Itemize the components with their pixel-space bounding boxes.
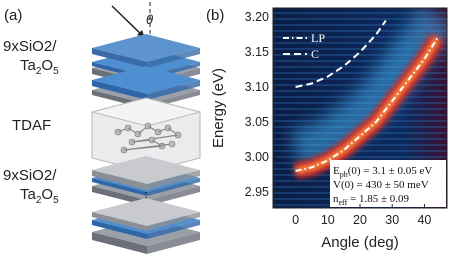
- annotation-part: (0) = 3.1 ± 0.05 eV: [348, 165, 433, 177]
- layer-side: [92, 48, 147, 68]
- atom: [168, 140, 176, 148]
- annotation-part: n: [333, 193, 339, 205]
- y-tick-label: 3.00: [245, 150, 269, 164]
- stack-label: 9xSiO2/: [3, 38, 57, 55]
- label-part: 9xSiO2/: [3, 38, 57, 55]
- bond: [123, 143, 173, 151]
- layer-stack: ⋮⋮: [91, 34, 202, 254]
- label-part: 5: [53, 195, 59, 206]
- series-line: [295, 20, 387, 88]
- x-tick-label: 20: [353, 213, 367, 227]
- layer-top: [92, 156, 200, 184]
- label-part: 9xSiO2/: [3, 167, 57, 184]
- panel-label: (b): [206, 7, 224, 24]
- layer-side: [92, 212, 147, 231]
- y-tick-label: 3.20: [245, 10, 269, 24]
- series-line: [295, 37, 439, 172]
- y-tick-label: 3.15: [245, 45, 269, 59]
- panel-label: (a): [4, 7, 22, 24]
- x-tick-label: 10: [321, 213, 335, 227]
- layer-side: [147, 48, 200, 68]
- layer-side: [92, 232, 147, 254]
- layer-side: [147, 178, 200, 196]
- layer-side: [92, 220, 147, 239]
- layer-side: [92, 80, 147, 100]
- label-part: 5: [53, 66, 59, 77]
- material-label: TDAF: [12, 117, 51, 134]
- angle-symbol: θ: [146, 12, 153, 27]
- layer-side: [92, 186, 147, 206]
- legend-label: LP: [311, 31, 325, 45]
- y-tick-label: 3.05: [245, 115, 269, 129]
- layer-side: [147, 186, 200, 206]
- stack-label: 9xSiO2/: [3, 167, 57, 184]
- layer-side: [147, 80, 200, 100]
- cavity-glow: [291, 8, 447, 169]
- bond: [131, 139, 153, 143]
- label-part: Ta: [20, 186, 37, 203]
- x-tick-label: 40: [417, 213, 431, 227]
- x-axis-label: Angle (deg): [321, 234, 399, 251]
- layer-side: [147, 212, 200, 231]
- layer-side: [92, 178, 147, 196]
- annotation-part: E: [333, 165, 340, 177]
- label-part: O: [41, 186, 53, 203]
- annotation-part: eff: [339, 198, 348, 207]
- legend-label: C: [311, 47, 319, 61]
- label-part: 2: [36, 66, 42, 77]
- annotation: neff = 1.85 ± 0.09: [333, 193, 409, 207]
- annotation-part: ph: [340, 170, 348, 179]
- stack-label: Ta2O5: [20, 186, 59, 206]
- layer-side: [147, 220, 200, 239]
- layer-side: [92, 170, 147, 190]
- label-part: Ta: [20, 57, 37, 74]
- layer-side: [147, 170, 200, 190]
- tdaf-top: [91, 97, 202, 127]
- annotation-box: [330, 160, 446, 207]
- layer-side: [147, 232, 200, 254]
- y-tick-label: 3.10: [245, 80, 269, 94]
- layer-top: [92, 34, 200, 62]
- annotation: Eph(0) = 3.1 ± 0.05 eV: [333, 165, 432, 179]
- label-part: 2: [36, 195, 42, 206]
- layer-top: [92, 66, 200, 94]
- stack-label: Ta2O5: [20, 57, 59, 77]
- layer-top: [92, 198, 200, 226]
- annotation: V(0) = 430 ± 50 meV: [333, 179, 429, 191]
- x-tick-label: 0: [292, 213, 299, 227]
- annotation-part: V(0) = 430 ± 50 meV: [333, 179, 429, 191]
- y-axis-label: Energy (eV): [210, 68, 227, 148]
- label-part: O: [41, 57, 53, 74]
- annotation-part: = 1.85 ± 0.09: [347, 193, 409, 205]
- x-tick-label: 30: [385, 213, 399, 227]
- y-tick-label: 2.95: [245, 185, 269, 199]
